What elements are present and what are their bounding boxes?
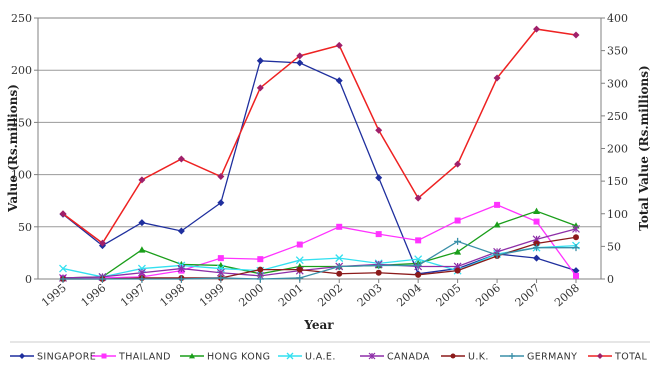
data-point: [336, 271, 342, 277]
data-point: [455, 268, 461, 274]
series-u-a-e: [60, 242, 580, 280]
x-tick-label: 2004: [394, 281, 424, 309]
x-tick-label: 2006: [473, 281, 503, 309]
left-axis-title: Value (Rs.millions): [6, 84, 20, 213]
right-tick-label: 150: [607, 175, 628, 188]
data-point: [178, 155, 185, 162]
legend-item: GERMANY: [500, 352, 577, 363]
series-total: [60, 26, 580, 247]
data-point: [138, 219, 145, 226]
right-tick-label: 350: [607, 45, 628, 58]
series-germany: [60, 238, 580, 283]
legend-label: U.A.E.: [305, 352, 336, 363]
right-tick-label: 250: [607, 110, 628, 123]
legend-label: SINGAPORE: [37, 352, 96, 363]
left-tick-label: 50: [18, 221, 32, 234]
x-tick-label: 2001: [276, 281, 306, 309]
legend-item: CANADA: [360, 352, 430, 363]
series-layer: [60, 26, 580, 283]
legend-item: TOTAL: [588, 352, 647, 363]
data-point: [509, 353, 515, 359]
x-tick-label: 2007: [513, 281, 543, 309]
x-tick-label: 2005: [434, 281, 464, 309]
legend-item: SINGAPORE: [10, 352, 96, 363]
plot-frame: [38, 18, 601, 279]
x-tick-label: 1995: [39, 281, 69, 309]
legend-label: U.K.: [468, 352, 489, 363]
data-point: [138, 246, 145, 252]
data-point: [415, 237, 421, 243]
data-point: [19, 353, 25, 359]
legend-label: HONG KONG: [207, 352, 270, 363]
data-point: [375, 174, 382, 181]
left-tick-label: 250: [11, 12, 32, 25]
data-point: [336, 77, 343, 84]
legend-item: U.A.E.: [278, 352, 336, 363]
x-tick-label: 2000: [236, 281, 266, 309]
right-tick-label: 400: [607, 12, 628, 25]
data-point: [218, 255, 224, 261]
data-point: [455, 218, 461, 224]
data-point: [415, 272, 421, 278]
data-point: [454, 248, 461, 254]
x-tick-label: 1998: [158, 281, 188, 309]
data-point: [296, 59, 303, 66]
data-point: [375, 127, 382, 134]
data-point: [257, 256, 263, 262]
right-tick-label: 300: [607, 77, 628, 90]
right-tick-label: 100: [607, 208, 628, 221]
data-point: [573, 273, 579, 279]
data-point: [336, 42, 343, 49]
x-axis-title: Year: [303, 318, 334, 332]
right-axis-title: Total Value (Rs.millions): [637, 65, 651, 230]
data-point: [257, 57, 264, 64]
x-tick-label: 1996: [79, 281, 109, 309]
legend-item: HONG KONG: [180, 352, 270, 363]
x-tick-label: 2003: [355, 281, 385, 309]
series-line: [63, 29, 576, 243]
x-tick-label: 2008: [552, 281, 582, 309]
legend-item: U.K.: [441, 352, 489, 363]
data-point: [297, 267, 303, 273]
data-point: [376, 270, 382, 276]
left-tick-label: 0: [25, 273, 32, 286]
data-point: [534, 219, 540, 225]
right-tick-label: 50: [607, 240, 621, 253]
data-point: [138, 176, 145, 183]
x-tick-label: 1997: [118, 281, 148, 309]
right-tick-label: 200: [607, 143, 628, 156]
data-point: [573, 31, 580, 38]
legend: SINGAPORE THAILAND HONG KONG U.A.E. CANADA U.…: [10, 352, 647, 363]
data-point: [336, 224, 342, 230]
data-point: [533, 208, 540, 214]
grid-lines: [38, 70, 601, 227]
series-line: [63, 61, 576, 274]
data-point: [102, 354, 107, 359]
data-point: [451, 354, 456, 359]
data-point: [533, 255, 540, 262]
legend-label: TOTAL: [614, 352, 647, 363]
left-tick-label: 200: [11, 64, 32, 77]
legend-label: CANADA: [387, 352, 430, 363]
data-point: [597, 353, 603, 359]
data-point: [376, 231, 382, 237]
x-axis-ticks: 1995 1996 1997 1998 1999 2000 2001 2002 2003 2004…: [39, 279, 582, 309]
series-singapore: [60, 57, 580, 277]
data-point: [573, 234, 579, 240]
data-point: [296, 274, 303, 281]
legend-item: THAILAND: [92, 352, 171, 363]
data-point: [297, 242, 303, 248]
legend-label: THAILAND: [118, 352, 171, 363]
x-tick-label: 2002: [315, 281, 345, 309]
x-tick-label: 1999: [197, 281, 227, 309]
data-point: [257, 267, 263, 273]
series-u-k: [60, 234, 579, 282]
data-point: [454, 238, 461, 245]
right-axis-ticks: 0 50 100 150 200 250 300 350 400: [601, 12, 628, 286]
data-point: [494, 202, 500, 208]
legend-label: GERMANY: [527, 352, 577, 363]
right-tick-label: 0: [607, 273, 614, 286]
